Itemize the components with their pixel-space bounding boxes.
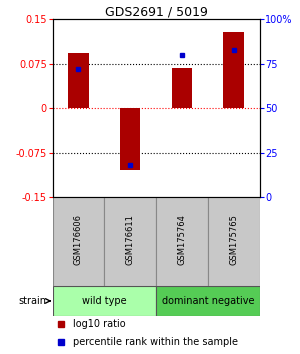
Text: log10 ratio: log10 ratio <box>73 319 126 329</box>
Text: wild type: wild type <box>82 296 127 306</box>
Bar <box>156 286 260 316</box>
Bar <box>223 33 244 108</box>
Text: GSM175765: GSM175765 <box>229 214 238 265</box>
Text: dominant negative: dominant negative <box>161 296 254 306</box>
Text: strain: strain <box>18 296 46 306</box>
Text: GSM176611: GSM176611 <box>126 214 135 265</box>
Bar <box>68 53 89 108</box>
Text: percentile rank within the sample: percentile rank within the sample <box>73 337 238 347</box>
Bar <box>52 197 104 286</box>
Bar <box>104 197 156 286</box>
Text: GSM175764: GSM175764 <box>177 214 186 265</box>
Bar <box>172 68 192 108</box>
Text: GSM176606: GSM176606 <box>74 214 83 265</box>
Bar <box>120 108 140 170</box>
Bar <box>52 286 156 316</box>
Bar <box>156 197 208 286</box>
Title: GDS2691 / 5019: GDS2691 / 5019 <box>105 5 207 18</box>
Bar <box>208 197 260 286</box>
